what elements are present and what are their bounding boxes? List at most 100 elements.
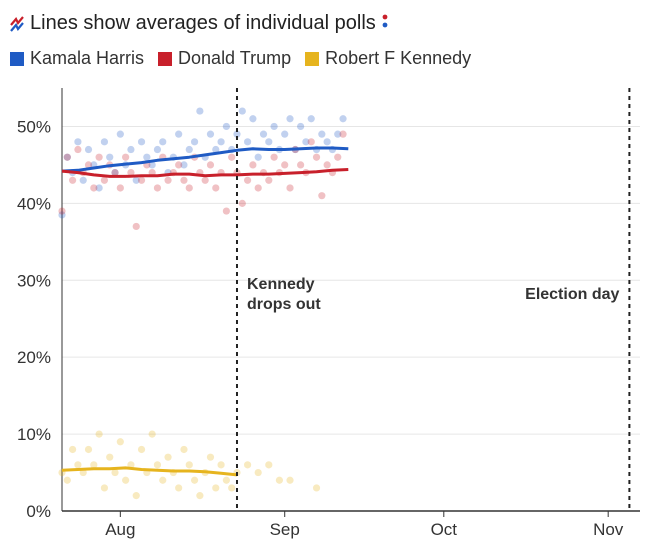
poll-point: [148, 161, 156, 169]
chart-title-row: Lines show averages of individual polls: [10, 12, 388, 35]
poll-point: [164, 176, 172, 184]
x-tick-label: Nov: [593, 520, 624, 539]
poll-point: [190, 138, 199, 146]
poll-point: [185, 461, 193, 469]
poll-point: [286, 115, 294, 123]
average-line: [61, 466, 238, 477]
poll-point: [74, 145, 82, 154]
y-tick-label: 40%: [17, 194, 51, 213]
poll-point: [116, 438, 124, 446]
poll-point: [339, 130, 347, 138]
poll-point: [275, 476, 284, 484]
poll-point: [74, 138, 82, 146]
poll-point: [196, 492, 204, 500]
chart-legend: Kamala Harris Donald Trump Robert F Kenned…: [10, 48, 471, 69]
legend-label: Donald Trump: [178, 48, 292, 68]
legend-label: Robert F Kennedy: [325, 48, 472, 68]
poll-point: [153, 184, 162, 192]
legend-item: Kamala Harris: [10, 48, 144, 69]
poll-point: [111, 169, 119, 177]
average-line: [61, 146, 349, 173]
poll-point: [180, 161, 188, 169]
poll-point: [249, 161, 257, 169]
poll-point: [302, 138, 310, 146]
poll-point: [281, 130, 289, 138]
poll-point: [206, 130, 215, 138]
legend-label: Kamala Harris: [30, 48, 145, 68]
poll-point: [84, 145, 93, 154]
poll-point: [132, 492, 140, 500]
poll-point: [228, 153, 236, 161]
y-tick-label: 50%: [17, 117, 51, 136]
poll-point: [127, 461, 135, 469]
legend-item: Robert F Kennedy: [305, 48, 471, 69]
poll-point: [111, 169, 119, 177]
chart-title: Lines show averages of individual polls: [30, 12, 376, 34]
x-tick-label: Sep: [270, 520, 300, 539]
poll-point: [312, 484, 321, 492]
poll-point: [148, 430, 156, 438]
poll-point: [217, 461, 225, 469]
y-tick-label: 0%: [26, 502, 51, 521]
poll-point: [90, 184, 98, 192]
poll-point: [106, 153, 114, 161]
poll-point: [312, 153, 321, 161]
poll-point: [243, 176, 252, 184]
poll-point: [69, 445, 77, 454]
poll-point: [185, 184, 193, 192]
poll-point: [228, 484, 236, 492]
poll-point: [63, 153, 71, 161]
poll-point: [323, 161, 331, 169]
poll-point: [180, 445, 188, 454]
poll-point: [307, 138, 315, 146]
poll-point: [116, 130, 124, 138]
poll-point: [95, 153, 103, 161]
poll-point: [265, 461, 273, 469]
poll-point: [196, 107, 204, 115]
poll-point: [270, 122, 278, 131]
poll-point: [243, 138, 252, 146]
poll-point: [318, 192, 326, 200]
poll-point: [111, 468, 119, 477]
poll-point: [334, 130, 342, 138]
info-dots-icon[interactable]: [382, 12, 388, 35]
poll-point: [222, 476, 230, 484]
poll-point: [206, 453, 215, 461]
poll-point: [180, 176, 188, 184]
poll-point: [159, 476, 167, 484]
poll-point: [254, 184, 262, 192]
poll-point: [127, 169, 135, 177]
trend-lines-icon: [10, 15, 24, 32]
poll-point: [143, 153, 151, 161]
poll-point: [323, 138, 331, 146]
poll-point: [339, 115, 347, 123]
poll-point: [100, 176, 109, 184]
poll-point: [58, 211, 66, 219]
poll-point: [334, 153, 342, 161]
poll-point: [106, 453, 114, 461]
poll-point: [265, 138, 273, 146]
poll-point: [254, 153, 262, 161]
poll-point: [254, 468, 262, 477]
poll-point: [206, 161, 215, 169]
poll-point: [297, 122, 305, 131]
poll-point: [222, 207, 230, 215]
poll-point: [58, 207, 66, 215]
poll-point: [63, 476, 71, 484]
y-tick-label: 20%: [17, 348, 51, 367]
poll-point: [297, 161, 305, 169]
poll-point: [127, 145, 135, 154]
poll-point: [307, 115, 315, 123]
poll-point: [222, 122, 230, 131]
legend-swatch: [10, 51, 24, 66]
poll-point: [116, 184, 124, 192]
poll-point: [259, 130, 268, 138]
y-tick-label: 30%: [17, 271, 51, 290]
poll-point: [217, 138, 225, 146]
poll-point: [249, 115, 257, 123]
poll-point: [286, 184, 294, 192]
poll-point: [175, 130, 183, 138]
poll-point: [243, 461, 252, 469]
legend-swatch: [305, 51, 320, 66]
